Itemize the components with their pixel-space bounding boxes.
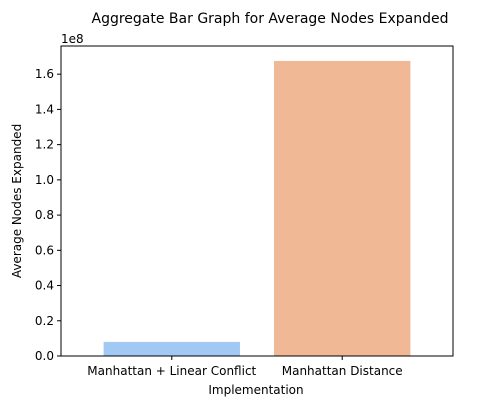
x-ticks-group: Manhattan + Linear Conflict Manhattan Dis… — [87, 356, 403, 378]
y-tick-label: 1.4 — [35, 102, 54, 116]
x-tick-label: Manhattan Distance — [282, 364, 403, 378]
y-tick-label: 0.0 — [35, 349, 54, 363]
y-tick-label: 0.2 — [35, 314, 54, 328]
y-axis-label: Average Nodes Expanded — [10, 124, 24, 278]
y-ticks-group: 0.0 0.2 0.4 0.6 0.8 1.0 1.2 1.4 1.6 — [35, 67, 61, 363]
y-tick-label: 0.4 — [35, 279, 54, 293]
y-tick-label: 1.2 — [35, 138, 54, 152]
x-axis-label: Implementation — [208, 383, 303, 397]
x-tick-label: Manhattan + Linear Conflict — [87, 364, 256, 378]
chart-title: Aggregate Bar Graph for Average Nodes Ex… — [92, 11, 449, 27]
y-tick-label: 0.8 — [35, 208, 54, 222]
bars-group — [103, 60, 411, 357]
bar-2 — [274, 60, 411, 357]
bar-1 — [103, 341, 240, 356]
plot-frame — [60, 45, 454, 357]
y-tick-label: 1.6 — [35, 67, 54, 81]
y-tick-label: 1.0 — [35, 173, 54, 187]
y-axis-offset-label: 1e8 — [61, 32, 84, 46]
y-tick-label: 0.6 — [35, 243, 54, 257]
